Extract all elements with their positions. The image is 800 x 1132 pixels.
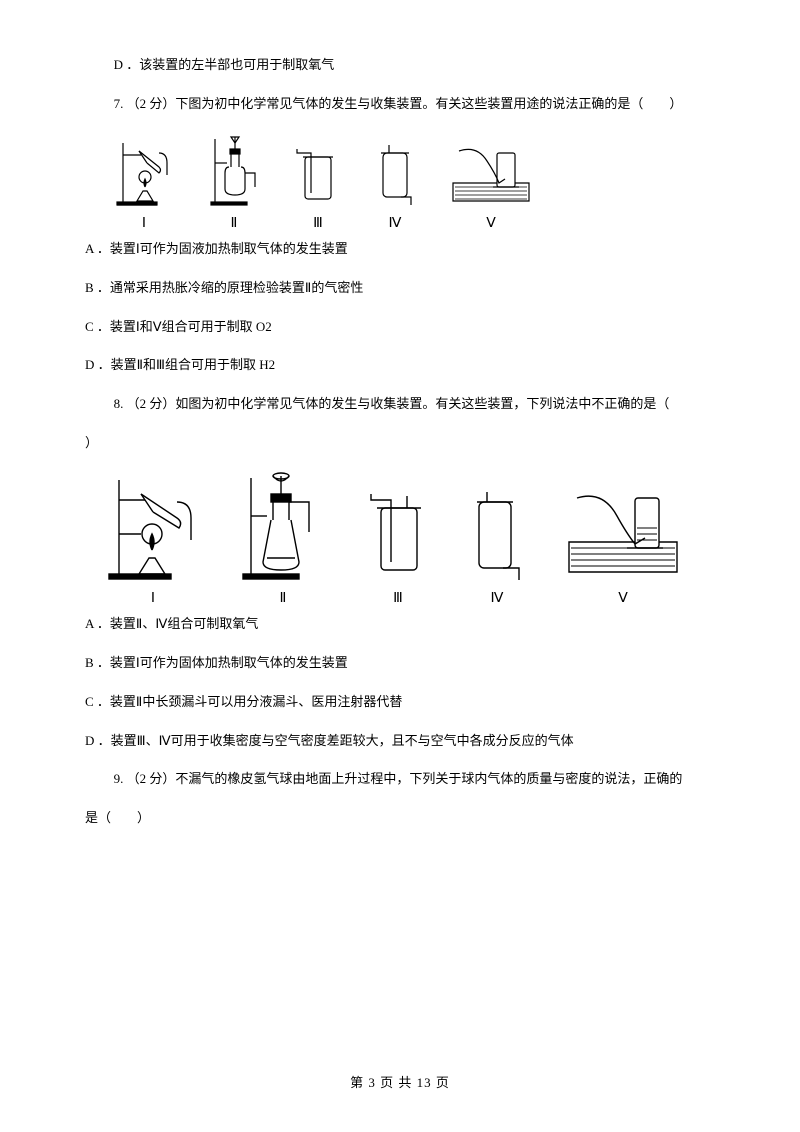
q8-fig2-label: Ⅱ xyxy=(280,588,287,610)
q8-fig4-label: Ⅳ xyxy=(491,588,504,610)
q7-fig-4: Ⅳ xyxy=(373,143,417,235)
q7-fig4-label: Ⅳ xyxy=(389,213,402,235)
q8-option-c: C ．装置Ⅱ中长颈漏斗可以用分液漏斗、医用注射器代替 xyxy=(85,692,715,713)
q8-stem-line2: ） xyxy=(85,433,715,454)
q8-fig3-label: Ⅲ xyxy=(393,588,403,610)
q7-fig3-label: Ⅲ xyxy=(313,213,323,235)
q8-option-b: B ．装置Ⅰ可作为固体加热制取气体的发生装置 xyxy=(85,653,715,674)
q7-fig5-label: Ⅴ xyxy=(486,213,496,235)
q9-stem-line1: 9. （2 分）不漏气的橡皮氢气球由地面上升过程中，下列关于球内气体的质量与密度… xyxy=(85,769,715,790)
q7-fig1-label: Ⅰ xyxy=(142,213,146,235)
q8-fig-1: Ⅰ xyxy=(105,472,201,610)
q8-option-d: D ．装置Ⅲ、Ⅳ可用于收集密度与空气密度差距较大，且不与空气中各成分反应的气体 xyxy=(85,731,715,752)
q7-fig-2: Ⅱ xyxy=(205,133,263,235)
q6-option-d: D ．该装置的左半部也可用于制取氧气 xyxy=(85,55,715,76)
q7-option-c: C ．装置Ⅰ和Ⅴ组合可用于制取 O2 xyxy=(85,317,715,338)
q9-stem-line2: 是（ ） xyxy=(85,808,715,829)
q7-fig-3: Ⅲ xyxy=(293,143,343,235)
q8-fig-5: Ⅴ xyxy=(563,488,683,610)
q7-option-d: D ．装置Ⅱ和Ⅲ组合可用于制取 H2 xyxy=(85,355,715,376)
q8-fig1-label: Ⅰ xyxy=(151,588,155,610)
page-footer: 第 3 页 共 13 页 xyxy=(0,1073,800,1094)
q8-fig5-label: Ⅴ xyxy=(618,588,628,610)
q7-option-b: B ．通常采用热胀冷缩的原理检验装置Ⅱ的气密性 xyxy=(85,278,715,299)
exam-page: D ．该装置的左半部也可用于制取氧气 7. （2 分）下图为初中化学常见气体的发… xyxy=(0,0,800,1132)
q8-fig-4: Ⅳ xyxy=(467,488,527,610)
q8-stem-line1: 8. （2 分）如图为初中化学常见气体的发生与收集装置。有关这些装置，下列说法中… xyxy=(85,394,715,415)
q8-figure-row: Ⅰ Ⅱ xyxy=(105,472,715,610)
q7-fig-5: Ⅴ xyxy=(447,143,535,235)
q7-fig-1: Ⅰ xyxy=(113,133,175,235)
q7-fig2-label: Ⅱ xyxy=(231,213,238,235)
q7-stem: 7. （2 分）下图为初中化学常见气体的发生与收集装置。有关这些装置用途的说法正… xyxy=(85,94,715,115)
q8-option-a: A ．装置Ⅱ、Ⅳ组合可制取氧气 xyxy=(85,614,715,635)
q8-fig-2: Ⅱ xyxy=(237,472,329,610)
q7-option-a: A ．装置Ⅰ可作为固液加热制取气体的发生装置 xyxy=(85,239,715,260)
q7-figure-row: Ⅰ Ⅱ xyxy=(113,133,715,235)
q8-fig-3: Ⅲ xyxy=(365,488,431,610)
